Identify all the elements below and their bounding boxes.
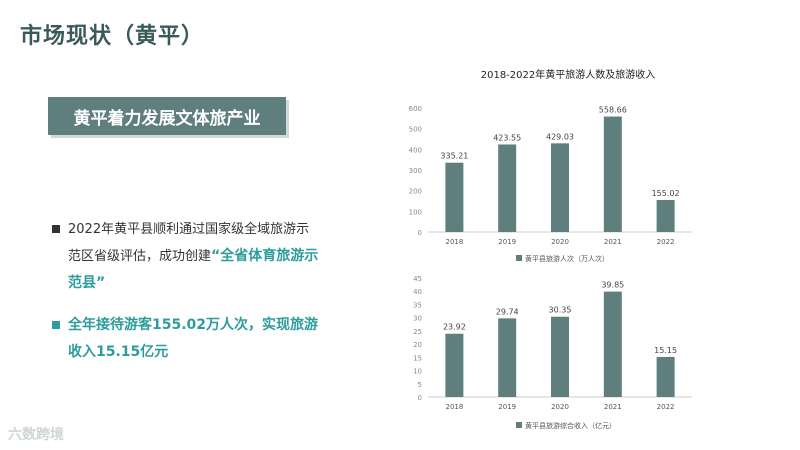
visitors-chart-data-label: 155.02 — [652, 189, 680, 198]
bullet-highlight: “全省体育旅游示范县” — [68, 248, 319, 291]
visitors-chart-bar — [603, 116, 622, 232]
bullet-text-visitors: 全年接待游客155.02万人次，实现旅游收入15.15亿元 — [68, 317, 319, 360]
bullet-text: 2022年黄平县顺利通过国家级全域旅游示范区省级评估，成功创建“全省体育旅游示范… — [68, 216, 322, 297]
visitors-chart-legend-label: 黄平县旅游人次（万人次） — [525, 254, 609, 263]
revenue-chart-y-tick-label: 0 — [418, 394, 422, 402]
visitors-chart-x-tick-label: 2019 — [498, 238, 516, 246]
bullet-item-evaluation: 2022年黄平县顺利通过国家级全域旅游示范区省级评估，成功创建“全省体育旅游示范… — [52, 216, 322, 297]
bullet-square-icon — [52, 321, 60, 329]
visitors-chart-y-tick-label: 400 — [409, 146, 422, 154]
visitors-chart-y-tick-label: 100 — [409, 208, 422, 216]
visitors-bar-chart: 2018-2022年黄平旅游人数及旅游收入 0 100 200 300 400 500 600… — [409, 68, 692, 263]
visitors-chart-title: 2018-2022年黄平旅游人数及旅游收入 — [481, 68, 656, 81]
revenue-chart-x-tick-label: 2019 — [498, 403, 516, 411]
revenue-chart-bar — [551, 316, 569, 397]
section-title: 黄平着力发展文体旅产业 — [73, 108, 261, 129]
revenue-chart-y-tick-label: 40 — [413, 288, 422, 296]
revenue-chart-data-label: 39.85 — [601, 281, 624, 290]
revenue-chart-bar — [498, 318, 517, 397]
section-banner: 黄平着力发展文体旅产业 — [48, 97, 286, 135]
visitors-chart-x-tick-label: 2021 — [604, 238, 622, 246]
revenue-chart-y-tick-label: 35 — [413, 301, 422, 309]
visitors-chart-y-tick-label: 0 — [418, 229, 422, 237]
revenue-chart-data-label: 29.74 — [496, 307, 519, 316]
visitors-chart-x-tick-label: 2018 — [445, 238, 463, 246]
visitors-chart-bar — [498, 144, 517, 232]
visitors-chart-y-tick-label: 600 — [409, 105, 422, 113]
revenue-chart-y-tick-label: 45 — [413, 275, 422, 283]
visitors-chart-data-label: 429.03 — [546, 132, 574, 141]
revenue-chart-data-label: 15.15 — [654, 346, 677, 355]
bullet-item-visitors: 全年接待游客155.02万人次，实现旅游收入15.15亿元 — [52, 312, 322, 366]
revenue-chart-bar — [656, 356, 675, 397]
visitors-chart-data-label: 558.66 — [599, 106, 627, 115]
visitors-chart-legend-swatch — [516, 255, 522, 261]
visitors-chart-x-tick-label: 2022 — [657, 238, 675, 246]
revenue-chart-y-tick-label: 15 — [413, 354, 422, 362]
visitors-chart-y-tick-label: 300 — [409, 167, 422, 175]
revenue-chart-y-tick-label: 25 — [413, 328, 422, 336]
visitors-chart-data-label: 335.21 — [440, 152, 468, 161]
visitors-chart-y-tick-label: 500 — [409, 126, 422, 134]
revenue-chart-legend-label: 黄平县旅游综合收入（亿元） — [525, 421, 616, 430]
revenue-chart-bar — [445, 333, 464, 397]
visitors-chart-y-tick-label: 200 — [409, 188, 422, 196]
revenue-chart-legend-swatch — [516, 422, 522, 428]
revenue-chart-x-tick-label: 2022 — [657, 403, 675, 411]
revenue-chart-data-label: 23.92 — [443, 323, 466, 332]
revenue-chart-x-tick-label: 2020 — [551, 403, 569, 411]
bullet-square-icon — [52, 225, 60, 233]
revenue-bar-chart: 0 5 10 15 20 25 30 35 40 45 23.92 2018 29.74 2019 30.3… — [413, 275, 692, 430]
watermark-logo: 六数跨境 — [8, 427, 64, 443]
visitors-chart-bar — [445, 162, 464, 232]
revenue-chart-x-tick-label: 2018 — [445, 403, 463, 411]
bullet-text-main: 2022年黄平县顺利通过国家级全域旅游示范区省级评估，成功创建 — [68, 222, 310, 264]
revenue-chart-data-label: 30.35 — [549, 306, 572, 315]
revenue-chart-bar — [603, 291, 622, 397]
visitors-chart-bar — [656, 199, 675, 232]
revenue-chart-y-tick-label: 10 — [413, 368, 422, 376]
revenue-chart-y-tick-label: 30 — [413, 315, 422, 323]
revenue-chart-y-tick-label: 5 — [418, 381, 422, 389]
revenue-chart-x-tick-label: 2021 — [604, 403, 622, 411]
revenue-chart-y-tick-label: 20 — [413, 341, 422, 349]
page-title: 市场现状（黄平） — [20, 24, 205, 49]
visitors-chart-bar — [551, 143, 569, 232]
visitors-chart-data-label: 423.55 — [493, 133, 521, 142]
visitors-chart-x-tick-label: 2020 — [551, 238, 569, 246]
